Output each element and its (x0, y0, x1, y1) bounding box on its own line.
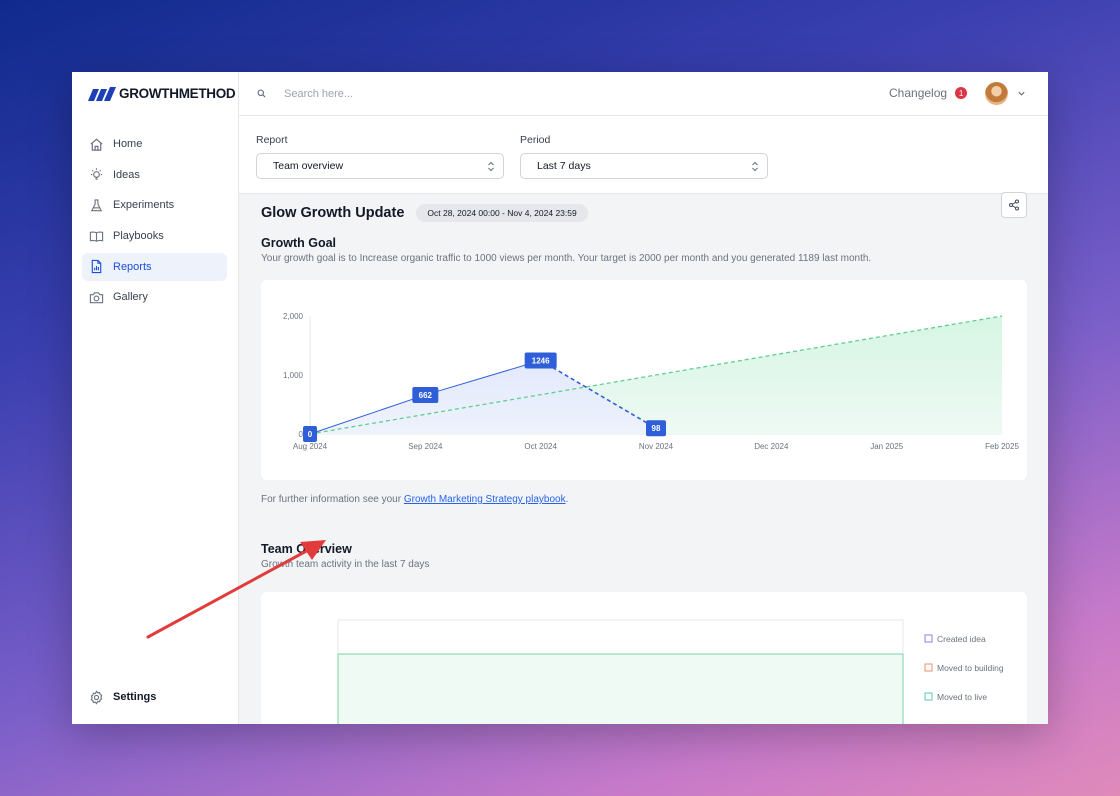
main-area: Changelog 1 Report Team overview Period … (239, 72, 1048, 724)
flask-icon (90, 199, 103, 212)
report-content: Glow Growth Update Oct 28, 2024 00:00 - … (261, 192, 1027, 724)
growth-goal-description: Your growth goal is to Increase organic … (261, 253, 872, 264)
sidebar-item-experiments[interactable]: Experiments (82, 191, 227, 219)
team-overview-description: Growth team activity in the last 7 days (261, 559, 430, 570)
growth-goal-chart-card: 0 1,000 2,000 Aug 2024 Sep 2024 Oct 2024 Nov 2… (261, 280, 1027, 480)
sidebar-item-label: Reports (113, 260, 152, 273)
app-window: GROWTHMETHOD Home Ideas Experiments Play… (72, 72, 1048, 724)
info-prefix: For further information see your (261, 494, 404, 505)
settings-link[interactable]: Settings (82, 683, 227, 711)
x-tick-label: Dec 2024 (754, 442, 789, 451)
book-icon (89, 230, 104, 242)
period-select-value: Last 7 days (537, 160, 591, 172)
brand-name: GROWTHMETHOD (119, 86, 236, 101)
growth-goal-title: Growth Goal (261, 236, 336, 250)
target-line (309, 315, 1003, 435)
x-tick-label: Nov 2024 (639, 442, 674, 451)
sidebar-item-label: Home (113, 138, 143, 150)
report-filter: Report Team overview (256, 134, 504, 179)
data-label-box (524, 352, 557, 369)
sidebar-item-label: Playbooks (113, 230, 164, 243)
camera-icon (89, 292, 104, 304)
x-tick-label: Oct 2024 (524, 442, 557, 451)
y-tick-label: 1,000 (283, 371, 304, 380)
period-filter-label: Period (520, 134, 551, 146)
data-label: 98 (652, 424, 661, 433)
y-tick-label: 0 (299, 430, 304, 439)
sidebar-item-ideas[interactable]: Ideas (82, 161, 227, 189)
data-label: 662 (419, 391, 433, 400)
filters-bar: Report Team overview Period Last 7 days (239, 116, 1048, 194)
x-tick-label: Jan 2025 (870, 442, 903, 451)
lightbulb-icon (90, 168, 103, 180)
logo[interactable]: GROWTHMETHOD (88, 86, 236, 101)
legend-swatch-live (924, 692, 933, 701)
x-tick-label: Aug 2024 (293, 442, 328, 451)
page-title: Glow Growth Update (261, 205, 405, 221)
topbar: Changelog 1 (239, 72, 1048, 116)
changelog-label: Changelog (889, 86, 948, 100)
period-filter: Period Last 7 days (520, 134, 768, 179)
date-range-badge: Oct 28, 2024 00:00 - Nov 4, 2024 23:59 (416, 204, 588, 222)
sidebar-item-label: Gallery (113, 291, 148, 304)
sidebar-item-reports[interactable]: Reports (82, 252, 227, 281)
data-label: 0 (308, 430, 313, 439)
growth-goal-header: Growth Goal Your growth goal is to Incre… (261, 236, 871, 264)
further-info-line: For further information see your Growth … (261, 494, 568, 505)
avatar[interactable] (985, 82, 1008, 105)
sidebar-item-gallery[interactable]: Gallery (82, 283, 227, 311)
sidebar-item-settings: Settings (82, 683, 227, 714)
share-icon (1008, 199, 1020, 211)
x-tick-label: Sep 2024 (408, 442, 443, 451)
projected-line (540, 359, 657, 429)
y-tick-label: 2,000 (283, 312, 304, 321)
sidebar-item-home[interactable]: Home (82, 130, 227, 158)
sidebar-item-playbooks[interactable]: Playbooks (82, 222, 227, 250)
data-label-box (303, 426, 317, 442)
actual-area (310, 360, 656, 434)
changelog-badge: 1 (955, 87, 968, 99)
team-overview-chart-card: Created idea Moved to building Moved to … (261, 592, 1027, 724)
sidebar-item-label: Ideas (113, 168, 140, 181)
sidebar-item-label: Experiments (113, 199, 175, 212)
changelog-button[interactable]: Changelog 1 (889, 86, 968, 100)
settings-label: Settings (113, 691, 157, 704)
report-filter-label: Report (256, 134, 288, 146)
team-overview-header: Team Overview Growth team activity in th… (261, 542, 429, 570)
info-suffix: . (565, 494, 569, 505)
legend-moved-to-live: Moved to live (937, 692, 987, 702)
playbook-link[interactable]: Growth Marketing Strategy playbook (403, 494, 566, 505)
sidebar-nav: Home Ideas Experiments Playbooks Reports… (82, 130, 227, 314)
search-input[interactable] (284, 87, 584, 100)
data-label-box (412, 386, 439, 403)
team-chart-area (337, 653, 904, 724)
home-icon (90, 138, 103, 151)
select-chevrons-icon (488, 161, 494, 172)
legend-moved-to-building: Moved to building (937, 663, 1004, 673)
period-select[interactable]: Last 7 days (520, 153, 768, 179)
sidebar: GROWTHMETHOD Home Ideas Experiments Play… (72, 72, 239, 724)
team-legend: Created idea Moved to building Moved to … (924, 634, 1004, 702)
share-button[interactable] (1001, 192, 1027, 218)
report-select-value: Team overview (273, 160, 344, 172)
report-select[interactable]: Team overview (256, 153, 504, 179)
data-label: 1246 (532, 356, 550, 365)
gear-icon (90, 690, 103, 705)
team-overview-chart: Created idea Moved to building Moved to … (337, 619, 1004, 724)
select-chevrons-icon (752, 161, 758, 172)
data-label-box (646, 420, 666, 437)
search-icon (257, 89, 266, 98)
x-tick-label: Feb 2025 (985, 442, 1019, 451)
legend-swatch-created (924, 634, 933, 643)
report-title-row: Glow Growth Update Oct 28, 2024 00:00 - … (261, 192, 1027, 224)
chevron-down-icon[interactable] (1017, 89, 1026, 98)
logo-mark-icon (88, 86, 116, 101)
legend-created-idea: Created idea (937, 634, 986, 644)
team-overview-title: Team Overview (261, 542, 352, 556)
legend-swatch-building (924, 663, 933, 672)
growth-goal-chart: 0 1,000 2,000 Aug 2024 Sep 2024 Oct 2024 Nov 2… (283, 312, 1019, 451)
report-icon (91, 260, 102, 274)
